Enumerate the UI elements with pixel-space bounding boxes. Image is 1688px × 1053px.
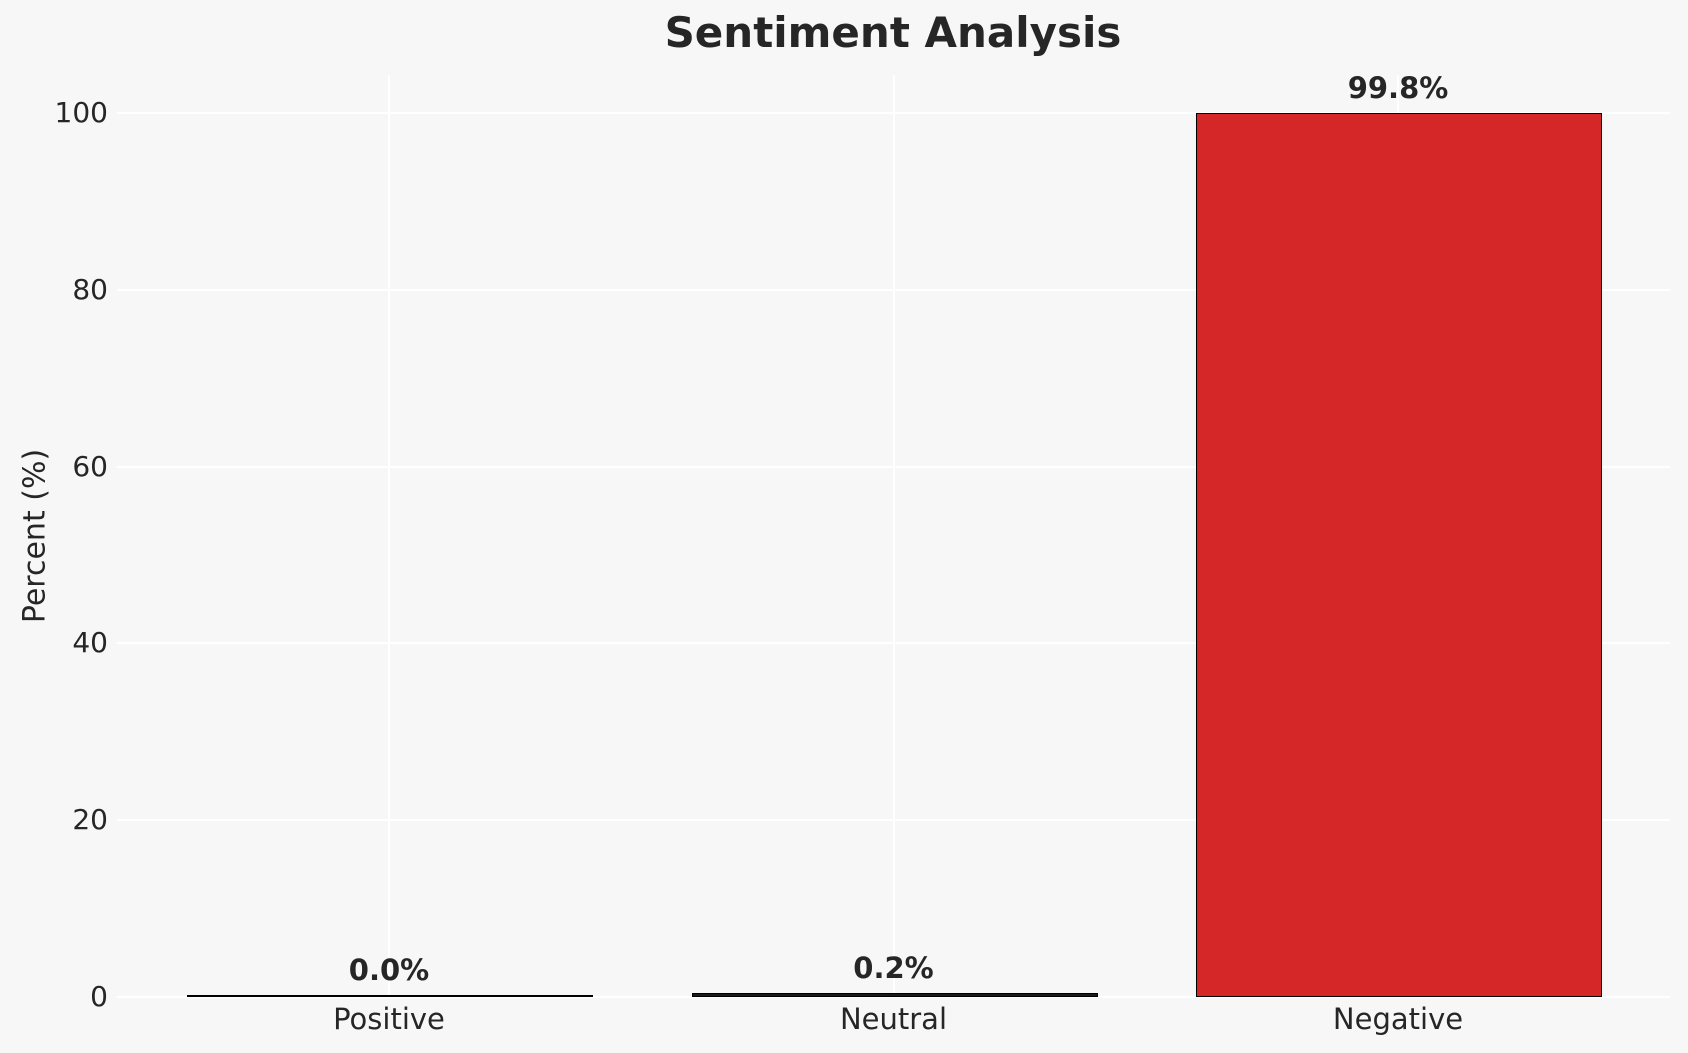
x-gridline (892, 75, 895, 997)
y-tick-label: 20 (72, 803, 108, 837)
y-gridline (117, 996, 1670, 998)
bar-value-label: 99.8% (1347, 70, 1449, 105)
x-tick-label: Negative (1332, 1002, 1464, 1036)
chart-title: Sentiment Analysis (664, 8, 1122, 57)
bar-value-label: 0.2% (853, 951, 934, 986)
bar-negative (1196, 112, 1602, 997)
y-tick-label: 60 (72, 449, 108, 483)
y-tick-label: 100 (54, 96, 108, 129)
y-tick-label: 0 (90, 980, 108, 1013)
y-axis-label: Percent (%) (17, 448, 53, 624)
x-tick-label: Positive (333, 1002, 445, 1036)
x-tick-label: Neutral (839, 1002, 948, 1036)
x-gridline (388, 75, 390, 997)
y-tick-label: 80 (72, 272, 108, 306)
bar-neutral (691, 993, 1098, 997)
y-tick-label: 40 (72, 626, 108, 660)
bar-positive (187, 995, 593, 997)
bar-value-label: 0.0% (348, 953, 430, 987)
